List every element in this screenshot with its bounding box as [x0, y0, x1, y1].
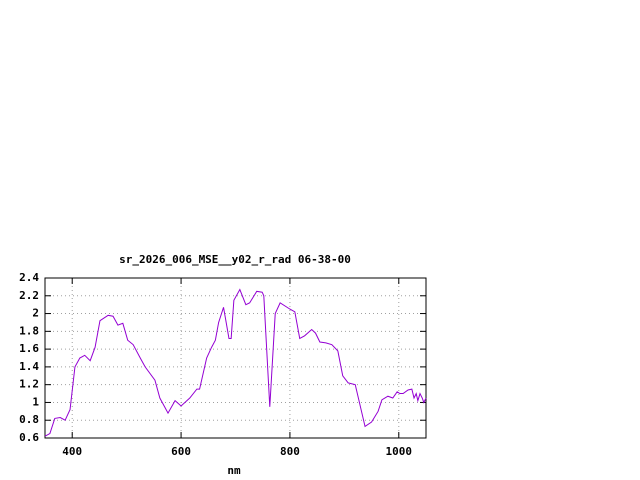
y-tick-label: 2.2 — [19, 289, 39, 302]
data-line — [44, 288, 427, 437]
x-tick-label: 1000 — [386, 445, 413, 458]
y-tick-label: 1.4 — [19, 360, 39, 373]
y-tick-label: 2.4 — [19, 271, 39, 284]
y-tick-label: 0.6 — [19, 431, 39, 444]
y-tick-label: 1.6 — [19, 342, 39, 355]
y-tick-label: 0.8 — [19, 413, 39, 426]
y-tick-label: 1.2 — [19, 378, 39, 391]
plot-frame — [44, 277, 427, 439]
y-tick-label: 2 — [32, 307, 39, 320]
chart-title: sr_2026_006_MSE__y02_r_rad 06-38-00 — [119, 253, 351, 266]
x-tick-label: 800 — [280, 445, 300, 458]
y-tick-label: 1.8 — [19, 324, 39, 337]
x-tick-label: 600 — [171, 445, 191, 458]
y-tick-label: 1 — [32, 395, 39, 408]
x-axis-label: nm — [227, 464, 241, 477]
x-tick-label: 400 — [62, 445, 82, 458]
